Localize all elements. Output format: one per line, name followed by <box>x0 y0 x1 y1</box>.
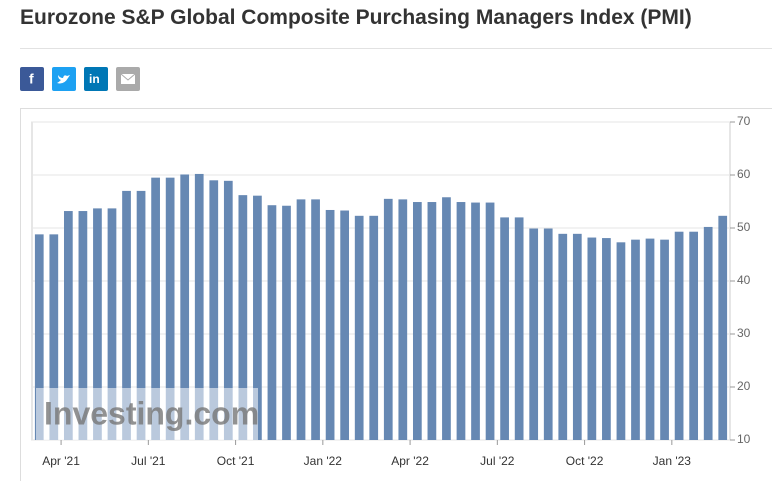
bar <box>296 199 306 440</box>
y-tick-label: 10 <box>737 432 751 446</box>
bar <box>165 177 175 440</box>
bar <box>325 209 335 440</box>
bar <box>689 231 699 440</box>
bar <box>412 202 422 440</box>
y-tick-label: 50 <box>737 220 751 234</box>
bar <box>631 239 640 440</box>
page-title: Eurozone S&P Global Composite Purchasing… <box>20 6 692 29</box>
bar <box>282 205 291 440</box>
bar <box>558 233 568 440</box>
linkedin-share[interactable]: in <box>84 67 108 91</box>
facebook-share[interactable]: f <box>20 67 44 91</box>
bar <box>718 215 728 440</box>
bar <box>238 195 248 440</box>
bar <box>383 198 393 440</box>
bar <box>485 202 495 440</box>
x-tick-label: Jan '23 <box>653 454 692 468</box>
bar <box>369 215 379 440</box>
bar <box>602 238 611 440</box>
bar <box>514 217 524 440</box>
bar <box>543 228 553 440</box>
watermark: Investing.com <box>44 395 259 431</box>
bar <box>151 177 160 440</box>
x-tick-label: Oct '22 <box>566 454 604 468</box>
bar <box>587 237 597 440</box>
bar <box>107 208 117 440</box>
bar <box>572 233 582 440</box>
bar <box>500 217 509 440</box>
y-tick-label: 30 <box>737 326 751 340</box>
bar <box>34 234 44 440</box>
bar <box>63 211 73 440</box>
y-tick-label: 40 <box>737 273 751 287</box>
y-tick-label: 70 <box>737 114 751 128</box>
bar <box>253 195 262 440</box>
y-tick-label: 20 <box>737 379 751 393</box>
bar <box>703 226 713 440</box>
email-share[interactable] <box>116 67 140 91</box>
bar <box>340 210 350 440</box>
bar <box>427 202 437 440</box>
x-tick-label: Apr '21 <box>42 454 80 468</box>
x-tick-label: Jul '21 <box>131 454 166 468</box>
x-tick-label: Jul '22 <box>480 454 515 468</box>
bar <box>529 228 539 440</box>
bar <box>49 234 59 440</box>
bar <box>78 211 88 440</box>
bar <box>311 199 320 440</box>
bar <box>267 205 277 440</box>
x-tick-label: Oct '21 <box>217 454 255 468</box>
bar <box>471 202 480 440</box>
bar <box>136 190 146 440</box>
chart-frame <box>20 108 772 481</box>
svg-text:f: f <box>29 71 34 87</box>
plot-area <box>31 121 731 441</box>
bar <box>398 199 408 440</box>
bar <box>223 180 233 440</box>
bar <box>209 180 219 441</box>
bar <box>194 173 204 440</box>
bar <box>456 202 466 440</box>
twitter-share[interactable] <box>52 67 76 91</box>
bar <box>645 238 655 440</box>
bar <box>122 190 131 440</box>
bar <box>616 242 626 440</box>
x-tick-label: Apr '22 <box>391 454 429 468</box>
bar <box>660 239 669 440</box>
bar <box>674 231 684 440</box>
bar <box>93 208 102 440</box>
bar <box>354 215 364 440</box>
divider <box>20 48 772 49</box>
bar <box>180 174 190 440</box>
x-tick-label: Jan '22 <box>304 454 343 468</box>
y-tick-label: 60 <box>737 167 751 181</box>
watermark-bg <box>36 388 258 440</box>
bar <box>442 197 451 440</box>
svg-text:in: in <box>89 72 100 86</box>
